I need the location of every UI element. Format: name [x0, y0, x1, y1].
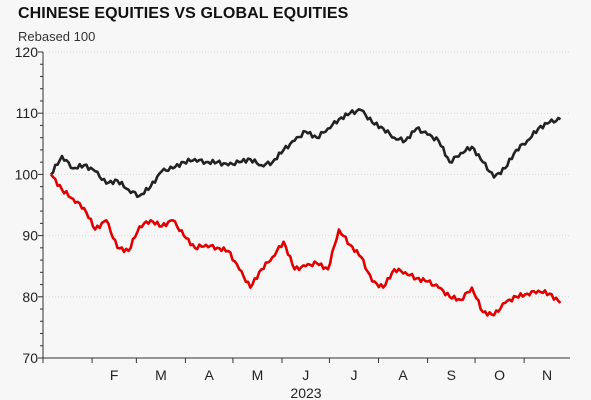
x-tick-label: M	[155, 367, 167, 383]
y-tick-label: 110	[16, 105, 39, 121]
chart-subtitle: Rebased 100	[18, 29, 96, 44]
x-tick-label: S	[447, 367, 456, 383]
grid-lines	[43, 51, 570, 298]
series-lines	[49, 108, 562, 317]
y-tick-label: 70	[22, 350, 38, 366]
x-tick-label: J	[302, 367, 309, 383]
x-tick-label: N	[542, 367, 552, 383]
axes: 70 80 90 100 110 120 F M A M J J A S O N	[15, 44, 570, 383]
x-axis-label: 2023	[290, 385, 321, 400]
x-tick-label: A	[204, 367, 214, 383]
series-line-red	[49, 173, 562, 317]
y-tick-label: 80	[22, 289, 38, 305]
x-tick-label: O	[494, 367, 505, 383]
x-tick-label: F	[110, 367, 119, 383]
y-tick-label: 90	[22, 228, 38, 244]
y-tick-label: 120	[15, 44, 39, 60]
x-tick-label: J	[350, 367, 357, 383]
y-tick-label: 100	[15, 166, 39, 182]
series-line-black	[50, 108, 562, 199]
x-tick-label: M	[252, 367, 264, 383]
chart-title: CHINESE EQUITIES VS GLOBAL EQUITIES	[18, 5, 349, 22]
x-tick-label: A	[398, 367, 408, 383]
